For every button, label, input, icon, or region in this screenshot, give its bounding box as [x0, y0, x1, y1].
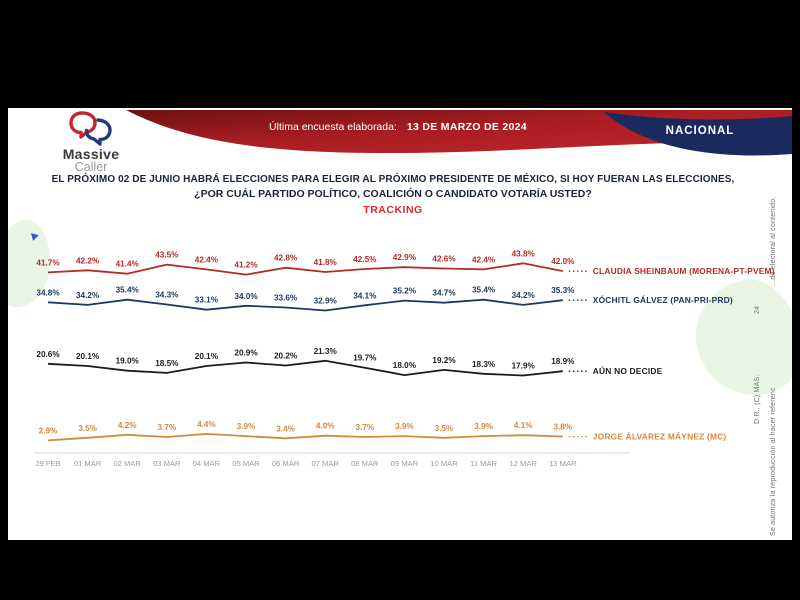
x-tick-label: 29 FEB: [35, 459, 60, 468]
data-label: 4.2%: [118, 421, 137, 430]
copyright-note: D.R., (C) MAS.: [754, 374, 761, 424]
data-label: 3.9%: [395, 422, 414, 431]
x-tick-label: 11 MAR: [470, 459, 497, 468]
data-label: 17.9%: [512, 361, 536, 370]
x-tick-label: 07 MAR: [311, 459, 339, 468]
note-number: 24: [754, 305, 761, 314]
x-tick-label: 01 MAR: [74, 459, 102, 468]
data-label: 3.8%: [553, 423, 572, 432]
data-label: 3.4%: [276, 424, 295, 433]
series-label-3: JORGE ÁLVAREZ MÁYNEZ (MC): [593, 431, 727, 442]
data-label: 35.4%: [472, 286, 496, 295]
series-line-1: [47, 298, 563, 312]
data-label: 34.2%: [76, 291, 100, 300]
region-badge: NACIONAL: [665, 125, 735, 137]
data-label: 3.9%: [237, 422, 256, 431]
tracking-label: TRACKING: [363, 204, 423, 216]
series-label-2: AÚN NO DECIDE: [593, 365, 663, 376]
navy-badge-shape: [604, 112, 792, 156]
authorization-note-lower: Se autoriza la reproducción al hacer ref…: [770, 387, 777, 536]
data-label: 42.5%: [353, 255, 377, 264]
data-label: 20.9%: [234, 349, 258, 358]
x-tick-label: 09 MAR: [391, 459, 419, 468]
data-label: 35.4%: [116, 286, 140, 295]
data-label: 3.5%: [435, 424, 454, 433]
data-label: 18.0%: [393, 361, 417, 370]
tracking-chart: 29 FEB 01 MAR 02 MAR 03 MAR 04 MAR 05 MAR 06 M…: [34, 249, 775, 468]
data-label: 41.7%: [36, 258, 60, 267]
data-label: 4.0%: [316, 422, 335, 431]
data-label: 34.3%: [155, 290, 179, 299]
data-label: 34.2%: [512, 291, 536, 300]
x-tick-label: 06 MAR: [272, 459, 300, 468]
data-label: 33.6%: [274, 294, 298, 303]
data-label: 3.9%: [474, 422, 493, 431]
question-line-2: ¿POR CUÁL PARTIDO POLÍTICO, COALICIÓN O …: [194, 188, 592, 200]
data-label: 42.2%: [76, 256, 100, 265]
data-label: 4.4%: [197, 420, 216, 429]
banner-date: 13 DE MARZO DE 2024: [406, 121, 527, 133]
data-label: 43.8%: [512, 249, 536, 258]
series-line-0: [47, 262, 563, 276]
series-label-0: CLAUDIA SHEINBAUM (MORENA-PT-PVEM): [593, 266, 775, 276]
x-tick-label: 08 MAR: [351, 459, 379, 468]
data-label: 42.4%: [472, 255, 496, 264]
x-tick-label: 02 MAR: [113, 459, 141, 468]
data-label: 19.2%: [432, 356, 456, 365]
data-label: 41.2%: [234, 261, 258, 270]
x-tick-label: 12 MAR: [509, 459, 537, 468]
data-label: 32.9%: [314, 297, 338, 306]
x-tick-label: 03 MAR: [153, 459, 181, 468]
header-banner-shape: [126, 110, 792, 156]
data-label: 18.9%: [551, 357, 575, 366]
chat-bubbles-icon: [69, 111, 112, 146]
data-label: 20.1%: [195, 352, 219, 361]
data-label: 42.0%: [551, 257, 575, 266]
data-label: 19.7%: [353, 354, 377, 363]
data-label: 20.6%: [36, 350, 60, 359]
data-label: 42.6%: [432, 255, 456, 264]
logo-word-caller: Caller: [74, 160, 108, 174]
data-label: 18.5%: [155, 359, 179, 368]
data-label: 3.7%: [355, 423, 374, 432]
data-label: 20.2%: [274, 352, 298, 361]
data-label: 3.7%: [157, 423, 176, 432]
data-label: 35.3%: [551, 286, 575, 295]
data-label: 33.1%: [195, 296, 219, 305]
data-label: 4.1%: [514, 421, 533, 430]
data-label: 3.5%: [78, 424, 97, 433]
banner-text: Última encuesta elaborada: 13 DE MARZO DE…: [218, 121, 578, 133]
series-label-1: XÓCHITL GÁLVEZ (PAN-PRI-PRD): [593, 294, 733, 305]
data-label: 2.9%: [39, 426, 58, 435]
data-label: 20.1%: [76, 352, 100, 361]
x-tick-label: 04 MAR: [193, 459, 221, 468]
series-line-2: [47, 359, 563, 377]
data-label: 42.4%: [195, 255, 219, 264]
x-tick-label: 10 MAR: [430, 459, 458, 468]
massive-caller-logo: Massive Caller: [36, 108, 146, 173]
data-label: 35.2%: [393, 287, 417, 296]
question-line-1: EL PRÓXIMO 02 DE JUNIO HABRÁ ELECCIONES …: [51, 174, 735, 185]
x-tick-label: 05 MAR: [232, 459, 260, 468]
data-label: 34.7%: [432, 289, 456, 298]
data-label: 42.8%: [274, 254, 298, 263]
banner-label: Última encuesta elaborada:: [269, 121, 397, 133]
question-title: EL PRÓXIMO 02 DE JUNIO HABRÁ ELECCIONES …: [8, 174, 778, 216]
data-label: 41.8%: [314, 258, 338, 267]
data-label: 34.1%: [353, 291, 377, 300]
data-label: 41.4%: [116, 260, 140, 269]
data-label: 34.8%: [36, 288, 60, 297]
x-tick-label: 13 MAR: [549, 459, 577, 468]
data-label: 43.5%: [155, 251, 179, 260]
report-panel: Última encuesta elaborada: 13 DE MARZO DE…: [8, 108, 792, 540]
data-label: 19.0%: [116, 357, 140, 366]
data-label: 42.9%: [393, 253, 417, 262]
data-label: 21.3%: [314, 347, 338, 356]
data-label: 18.3%: [472, 360, 496, 369]
series-line-3: [47, 432, 563, 442]
data-label: 34.0%: [234, 292, 258, 301]
logo-word-massive: Massive: [62, 146, 120, 162]
authorization-note-upper: ...da electoral al contenido.: [770, 196, 777, 286]
